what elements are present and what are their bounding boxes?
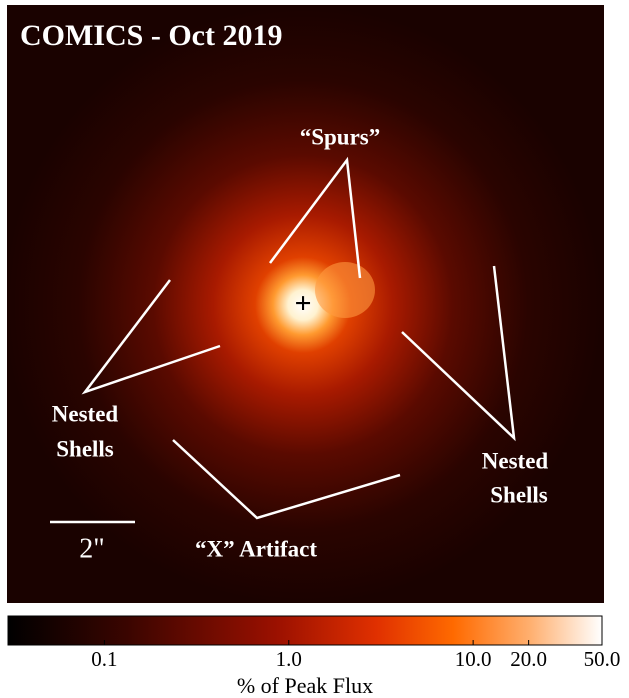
colorbar-tick-label: 20.0 [510, 647, 547, 671]
x-artifact-label: “X” Artifact [195, 536, 317, 561]
colorbar-tick-label: 0.1 [91, 647, 117, 671]
x-artifact-lines [172, 439, 401, 520]
colorbar-tick-label: 50.0 [584, 647, 621, 671]
spur-glow [315, 262, 375, 318]
nested-left-label: Nested [52, 401, 119, 426]
nested-right-label: Shells [490, 482, 548, 507]
nested-left-label: Shells [56, 436, 114, 461]
title: COMICS - Oct 2019 [20, 19, 282, 52]
colorbar [7, 615, 603, 646]
scale-bar-label: 2" [79, 533, 104, 564]
nested-right-lines [401, 265, 516, 442]
spurs-label: “Spurs” [300, 124, 381, 149]
nested-left-lines [81, 279, 221, 395]
center-cross: + [294, 287, 311, 320]
spurs-lines [268, 156, 362, 279]
nested-right-label: Nested [482, 448, 549, 473]
colorbar-tick-label: 10.0 [455, 647, 492, 671]
colorbar-label: % of Peak Flux [237, 673, 373, 698]
colorbar-tick-label: 1.0 [276, 647, 302, 671]
